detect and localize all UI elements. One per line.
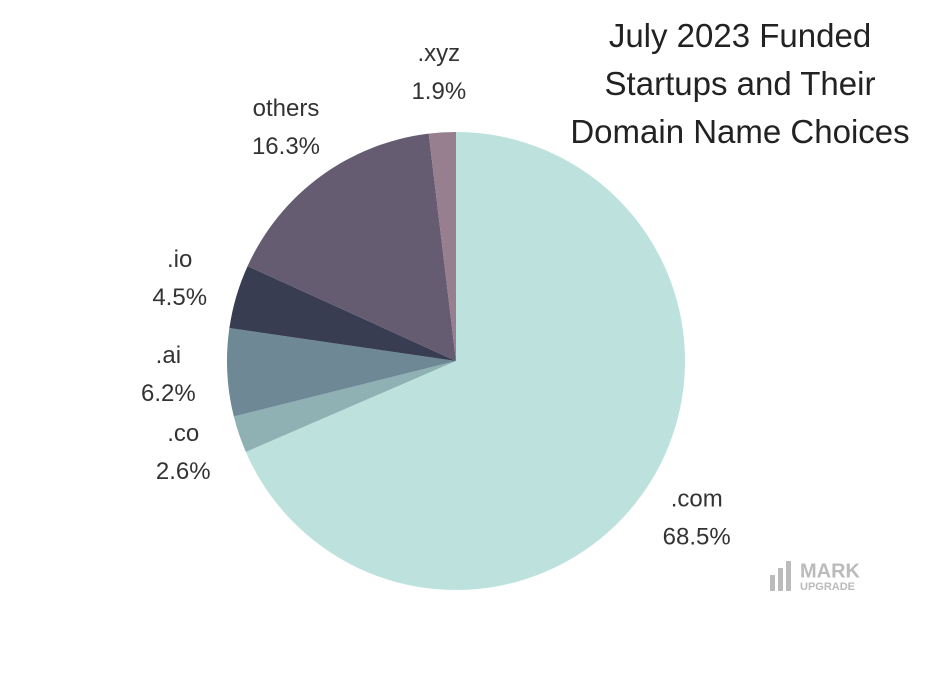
pie-slice — [428, 132, 456, 361]
slice-value: 2.6% — [156, 458, 211, 485]
pie-slice — [233, 361, 456, 452]
slice-value: 4.5% — [152, 284, 207, 311]
logo-bar — [786, 561, 791, 591]
logo-text: UPGRADE — [800, 581, 855, 593]
slice-label: .co — [167, 420, 199, 447]
slice-value: 16.3% — [252, 133, 320, 160]
slice-value: 1.9% — [411, 78, 466, 105]
pie-slice — [245, 132, 685, 590]
slice-label: .xyz — [417, 40, 460, 67]
slice-value: 6.2% — [141, 380, 196, 407]
pie-slice — [247, 133, 456, 361]
logo-bar — [778, 568, 783, 591]
logo: MARK UPGRADE — [770, 560, 861, 593]
slice-label: .com — [671, 485, 723, 512]
slice-label: others — [253, 95, 320, 122]
pie-slice — [227, 328, 456, 417]
logo-text: MARK — [800, 560, 861, 582]
chart-title: July 2023 Funded Startups and Their Doma… — [570, 17, 910, 150]
slice-value: 68.5% — [663, 523, 731, 550]
slice-label: .ai — [156, 342, 181, 369]
logo-bar — [770, 575, 775, 591]
slice-label: .io — [167, 246, 192, 273]
pie-slice — [229, 266, 456, 361]
